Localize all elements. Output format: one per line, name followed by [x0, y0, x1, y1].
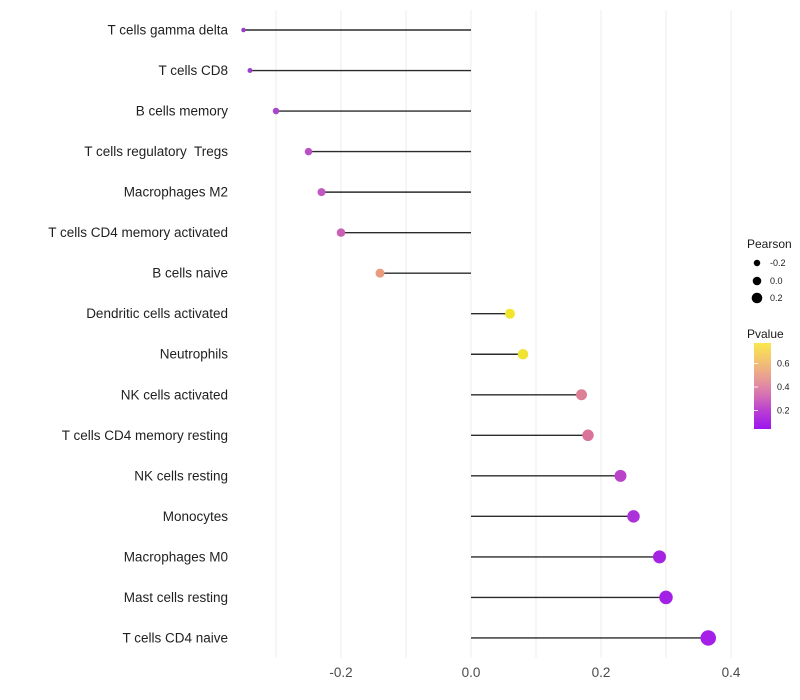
lollipop-dot	[505, 308, 515, 319]
pvalue-tick-label: 0.6	[777, 359, 790, 369]
x-axis-tick-label: 0.2	[592, 665, 611, 680]
pvalue-colorbar	[754, 343, 771, 429]
y-axis-label: Neutrophils	[160, 347, 229, 362]
pearson-legend-dot	[752, 276, 762, 286]
lollipop-dot	[375, 268, 385, 278]
y-axis-label: B cells naive	[152, 266, 228, 281]
pearson-legend-label: 0.0	[770, 276, 783, 286]
y-axis-label: T cells regulatory Tregs	[84, 144, 228, 159]
pvalue-legend-title: Pvalue	[747, 327, 784, 341]
lollipop-dot	[241, 27, 246, 33]
lollipop-dot	[653, 550, 666, 564]
pearson-legend-label: 0.2	[770, 293, 783, 303]
lollipop-dot	[576, 389, 587, 401]
pearson-legend-label: -0.2	[770, 258, 786, 268]
y-axis-label: T cells CD4 memory resting	[62, 428, 228, 443]
y-axis-label: Monocytes	[163, 509, 229, 524]
lollipop-dot	[336, 228, 346, 237]
y-axis-label: T cells gamma delta	[107, 23, 228, 38]
y-axis-label: T cells CD8	[158, 63, 228, 78]
lollipop-dot	[582, 429, 594, 442]
pearson-legend-title: Pearson	[747, 237, 792, 251]
y-axis-label: NK cells resting	[134, 468, 228, 483]
y-axis-label: Mast cells resting	[124, 590, 228, 605]
y-axis-label: NK cells activated	[121, 387, 228, 402]
lollipop-dot	[304, 147, 313, 156]
pearson-legend-dot	[751, 292, 763, 304]
y-axis-label: Macrophages M2	[124, 185, 228, 200]
pvalue-tick-label: 0.2	[777, 406, 790, 416]
y-axis-label: Macrophages M0	[124, 549, 228, 564]
lollipop-dot	[614, 469, 627, 482]
y-axis-label: Dendritic cells activated	[86, 306, 228, 321]
x-axis-tick-label: -0.2	[329, 665, 352, 680]
y-axis-label: T cells CD4 memory activated	[48, 225, 228, 240]
lollipop-dot	[517, 348, 529, 360]
lollipop-dot	[317, 188, 326, 197]
x-axis-tick-label: 0.4	[722, 665, 741, 680]
lollipop-dot	[659, 590, 673, 605]
pearson-legend-dot	[753, 259, 761, 267]
lollipop-dot	[247, 68, 253, 74]
lollipop-dot	[272, 107, 280, 115]
pvalue-tick-label: 0.4	[777, 382, 790, 392]
y-axis-label: T cells CD4 naive	[122, 630, 228, 645]
y-axis-label: B cells memory	[136, 104, 229, 119]
x-axis-tick-label: 0.0	[462, 665, 481, 680]
lollipop-dot	[700, 630, 716, 646]
lollipop-dot	[627, 510, 640, 523]
